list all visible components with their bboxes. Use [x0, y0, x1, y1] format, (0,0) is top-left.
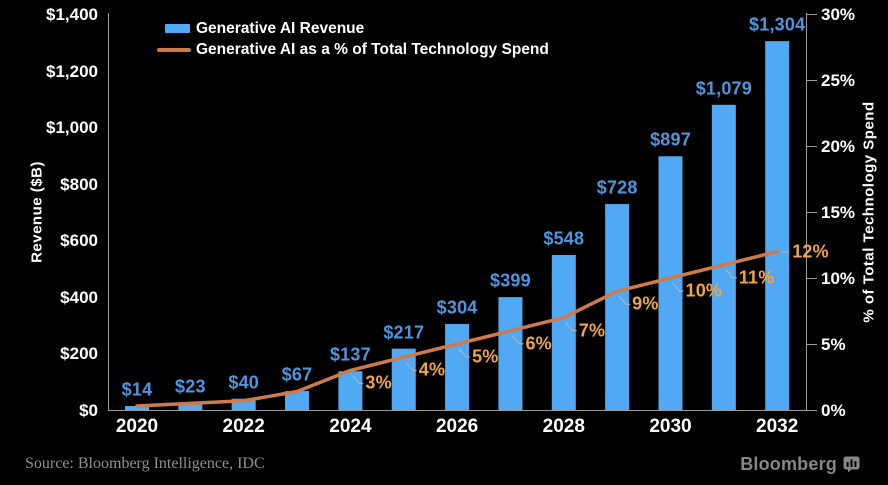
left-tick-label: $1,200 — [46, 61, 98, 81]
pct-value-label: 10% — [685, 280, 723, 301]
bar-value-label: $217 — [383, 322, 425, 343]
legend: Generative AI Revenue Generative AI as a… — [157, 18, 549, 60]
pct-value-label: 6% — [525, 333, 552, 354]
leader-line — [512, 335, 524, 345]
bloomberg-logo: Bloomberg — [740, 454, 860, 475]
legend-label: Generative AI as a % of Total Technology… — [196, 40, 549, 58]
left-tick-label: $1,000 — [46, 118, 98, 138]
source-note: Source: Bloomberg Intelligence, IDC — [25, 455, 265, 472]
revenue-bar — [338, 371, 363, 410]
x-tick-label: 2020 — [115, 416, 159, 437]
x-tick-label: 2024 — [329, 416, 372, 437]
bar-swatch-icon — [165, 24, 190, 33]
bar-value-label: $1,304 — [749, 14, 806, 35]
leader-line — [725, 269, 737, 279]
bar-value-label: $548 — [543, 228, 585, 249]
revenue-bar — [178, 403, 203, 410]
pct-value-label: 5% — [472, 346, 499, 367]
pct-value-label: 4% — [418, 359, 446, 380]
revenue-bar — [125, 406, 149, 410]
left-tick-label: $200 — [60, 344, 98, 364]
bar-value-label: $1,079 — [695, 78, 752, 99]
x-tick-label: 2032 — [756, 416, 799, 437]
leader-line — [458, 348, 471, 358]
right-tick-label: 0% — [821, 401, 846, 420]
revenue-bar — [285, 391, 310, 410]
bar-value-label: $23 — [175, 376, 206, 397]
left-tick-label: $0 — [79, 401, 98, 420]
right-tick-label: 5% — [821, 335, 846, 354]
bar-value-label: $67 — [281, 364, 313, 385]
leader-line — [352, 375, 364, 384]
revenue-bar — [711, 104, 736, 410]
bar-value-label: $728 — [596, 177, 638, 198]
pct-trend-line — [135, 249, 779, 408]
revenue-bar — [231, 398, 256, 410]
pct-value-label: 3% — [365, 372, 392, 393]
bar-value-label: $399 — [490, 270, 531, 291]
pct-value-label: 7% — [578, 320, 606, 341]
bloomberg-wordmark: Bloomberg — [740, 454, 837, 474]
left-tick-label: $1,400 — [46, 5, 98, 24]
revenue-bar — [551, 254, 576, 410]
leader-line — [405, 361, 417, 371]
bar-value-label: $137 — [329, 344, 371, 365]
pct-value-label: 9% — [632, 293, 659, 314]
revenue-bar — [658, 156, 683, 410]
right-tick-label: 20% — [821, 137, 856, 156]
bar-value-label: $40 — [228, 372, 260, 393]
leader-line — [618, 295, 631, 305]
x-tick-label: 2022 — [222, 416, 265, 437]
revenue-bar — [445, 324, 470, 410]
revenue-bar — [605, 204, 630, 410]
legend-item-revenue: Generative AI Revenue — [157, 18, 549, 39]
right-tick-label: 30% — [821, 5, 856, 24]
line-swatch-icon — [157, 47, 191, 52]
legend-label: Generative AI Revenue — [196, 19, 365, 37]
revenue-bar — [765, 41, 790, 410]
bar-value-label: $304 — [436, 297, 478, 318]
leader-line — [565, 322, 577, 332]
leader-line — [672, 282, 684, 292]
left-tick-label: $800 — [60, 174, 98, 194]
x-tick-label: 2030 — [649, 416, 692, 437]
x-tick-label: 2028 — [542, 416, 585, 437]
bar-value-label: $897 — [650, 129, 691, 150]
right-tick-label: 15% — [821, 203, 856, 222]
legend-item-pct: Generative AI as a % of Total Technology… — [157, 39, 549, 60]
revenue-bar — [498, 297, 523, 410]
pct-value-label: 11% — [738, 267, 775, 288]
right-tick-label: 10% — [821, 269, 856, 288]
bloomberg-terminal-icon — [843, 456, 860, 473]
left-tick-label: $600 — [60, 231, 98, 251]
pct-value-label: 12% — [792, 241, 829, 262]
x-tick-label: 2026 — [435, 416, 479, 437]
left-tick-label: $400 — [60, 287, 98, 307]
bar-value-label: $14 — [121, 379, 153, 400]
right-tick-label: 25% — [821, 71, 856, 90]
